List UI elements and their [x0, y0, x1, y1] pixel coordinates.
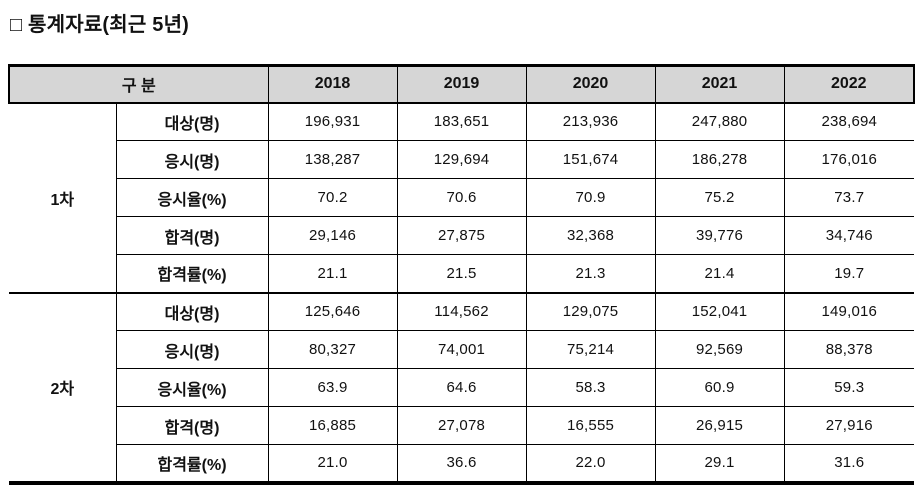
value-cell: 129,694 [396, 140, 527, 179]
value-cell: 63.9 [267, 368, 398, 407]
value-cell: 138,287 [267, 140, 398, 179]
value-cell: 75,214 [525, 330, 656, 369]
value-cell: 27,078 [396, 406, 527, 445]
value-cell: 16,885 [267, 406, 398, 445]
value-cell: 152,041 [654, 291, 785, 331]
value-cell: 73.7 [783, 178, 915, 217]
table-body: 1차 대상(명) 196,931 183,651 213,936 247,880 238,6… [9, 102, 915, 483]
value-cell: 151,674 [525, 140, 656, 179]
value-cell: 16,555 [525, 406, 656, 445]
table-row: 응시(명) 138,287 129,694 151,674 186,278 176,016 [9, 140, 915, 179]
value-cell: 70.2 [267, 178, 398, 217]
row-label: 합격(명) [115, 406, 269, 445]
row-label: 합격률(%) [115, 254, 269, 293]
row-label: 합격률(%) [115, 444, 269, 483]
table-row: 합격(명) 29,146 27,875 32,368 39,776 34,746 [9, 216, 915, 255]
value-cell: 125,646 [267, 291, 398, 331]
value-cell: 74,001 [396, 330, 527, 369]
value-cell: 26,915 [654, 406, 785, 445]
value-cell: 27,916 [783, 406, 915, 445]
value-cell: 247,880 [654, 102, 785, 141]
table-row: 응시율(%) 63.9 64.6 58.3 60.9 59.3 [9, 368, 915, 407]
value-cell: 31.6 [783, 444, 915, 483]
value-cell: 21.1 [267, 254, 398, 293]
value-cell: 176,016 [783, 140, 915, 179]
row-label: 응시(명) [115, 140, 269, 179]
value-cell: 80,327 [267, 330, 398, 369]
value-cell: 70.9 [525, 178, 656, 217]
value-cell: 21.3 [525, 254, 656, 293]
value-cell: 32,368 [525, 216, 656, 255]
value-cell: 36.6 [396, 444, 527, 483]
table-header: 구 분 2018 2019 2020 2021 2022 [7, 64, 916, 104]
value-cell: 29.1 [654, 444, 785, 483]
value-cell: 27,875 [396, 216, 527, 255]
value-cell: 19.7 [783, 254, 915, 293]
table-row: 응시(명) 80,327 74,001 75,214 92,569 88,378 [9, 330, 915, 369]
year-header-2019: 2019 [396, 64, 527, 104]
value-cell: 34,746 [783, 216, 915, 255]
value-cell: 75.2 [654, 178, 785, 217]
table-row: 합격률(%) 21.1 21.5 21.3 21.4 19.7 [9, 254, 915, 293]
value-cell: 21.5 [396, 254, 527, 293]
value-cell: 59.3 [783, 368, 915, 407]
year-header-2020: 2020 [525, 64, 656, 104]
row-label: 대상(명) [115, 291, 269, 331]
value-cell: 183,651 [396, 102, 527, 141]
value-cell: 149,016 [783, 291, 915, 331]
value-cell: 21.0 [267, 444, 398, 483]
row-label: 합격(명) [115, 216, 269, 255]
value-cell: 70.6 [396, 178, 527, 217]
table-row: 합격(명) 16,885 27,078 16,555 26,915 27,916 [9, 406, 915, 445]
value-cell: 92,569 [654, 330, 785, 369]
table-row: 합격률(%) 21.0 36.6 22.0 29.1 31.6 [9, 444, 915, 483]
value-cell: 238,694 [783, 102, 915, 141]
value-cell: 58.3 [525, 368, 656, 407]
page-title: □ 통계자료(최근 5년) [10, 14, 190, 36]
value-cell: 21.4 [654, 254, 785, 293]
statistics-table: 구 분 2018 2019 2020 2021 2022 1차 대상(명) 196,931 1… [7, 64, 916, 485]
year-header-2018: 2018 [267, 64, 398, 104]
value-cell: 39,776 [654, 216, 785, 255]
value-cell: 196,931 [267, 102, 398, 141]
table-row: 응시율(%) 70.2 70.6 70.9 75.2 73.7 [9, 178, 915, 217]
value-cell: 29,146 [267, 216, 398, 255]
value-cell: 114,562 [396, 291, 527, 331]
value-cell: 88,378 [783, 330, 915, 369]
value-cell: 60.9 [654, 368, 785, 407]
row-label: 응시(명) [115, 330, 269, 369]
value-cell: 129,075 [525, 291, 656, 331]
year-header-2022: 2022 [783, 64, 916, 104]
corner-header-cell: 구 분 [7, 64, 269, 104]
value-cell: 213,936 [525, 102, 656, 141]
value-cell: 64.6 [396, 368, 527, 407]
table-row: 1차 대상(명) 196,931 183,651 213,936 247,880 238,6… [9, 102, 915, 293]
value-cell: 186,278 [654, 140, 785, 179]
row-label: 응시율(%) [115, 368, 269, 407]
row-label: 응시율(%) [115, 178, 269, 217]
row-label: 대상(명) [115, 102, 269, 141]
group-label-1차: 1차 [9, 102, 117, 293]
group-label-2차: 2차 [9, 291, 117, 483]
value-cell: 22.0 [525, 444, 656, 483]
table-row: 2차 대상(명) 125,646 114,562 129,075 152,041 149,0… [9, 291, 915, 483]
year-header-2021: 2021 [654, 64, 785, 104]
year-header-row: 구 분 2018 2019 2020 2021 2022 [7, 64, 916, 104]
